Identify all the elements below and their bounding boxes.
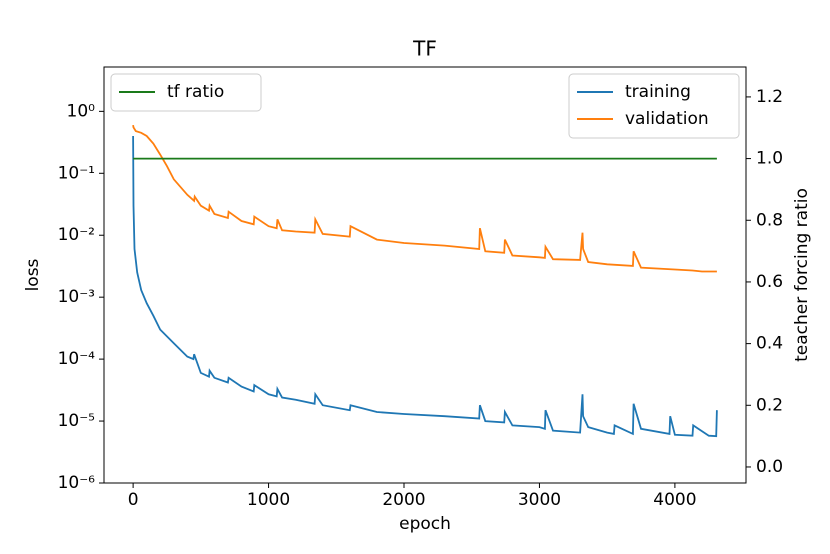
y-tick-label: 10⁻¹ (58, 163, 95, 183)
legend-label: validation (625, 109, 709, 129)
series-line (132, 124, 717, 273)
y-tick-label: 10⁻⁶ (58, 473, 96, 493)
y-tick-label: 10⁻² (58, 225, 95, 245)
y-tick-label: 10⁻⁴ (58, 349, 96, 369)
y-tick-label: 10⁻⁵ (58, 411, 95, 431)
x-tick-label: 1000 (247, 490, 290, 510)
legend-box (568, 73, 740, 139)
y2-tick-label: 1.0 (756, 149, 783, 169)
y2-tick-label: 0.6 (756, 272, 783, 292)
y2-tick-label: 0.0 (756, 457, 783, 477)
plot-frame (103, 66, 747, 484)
y-tick-label: 10⁻³ (58, 287, 95, 307)
y2-tick-label: 0.4 (756, 334, 783, 354)
x-tick-label: 4000 (653, 490, 696, 510)
chart-title: TF (412, 37, 437, 61)
legend-label: training (625, 82, 691, 102)
x-tick-label: 0 (128, 490, 139, 510)
legend-box (110, 73, 262, 112)
x-tick-label: 2000 (382, 490, 425, 510)
y2-tick-label: 0.8 (756, 210, 783, 230)
y-tick-label: 10⁰ (67, 101, 96, 121)
y2-tick-label: 1.2 (756, 87, 783, 107)
y-axis-label: loss (23, 258, 43, 291)
y2-tick-label: 0.2 (756, 395, 783, 415)
legend-label: tf ratio (167, 82, 224, 102)
x-axis-label: epoch (399, 514, 451, 534)
series-line (132, 135, 718, 438)
y2-axis-label: teacher forcing ratio (792, 188, 812, 362)
x-tick-label: 3000 (518, 490, 561, 510)
